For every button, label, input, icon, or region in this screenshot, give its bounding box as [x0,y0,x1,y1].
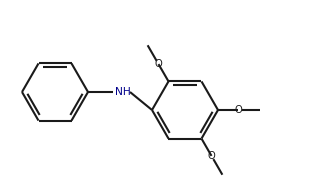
Text: O: O [155,59,162,69]
Text: O: O [234,105,242,115]
Text: O: O [208,151,215,161]
Text: NH: NH [115,87,131,97]
